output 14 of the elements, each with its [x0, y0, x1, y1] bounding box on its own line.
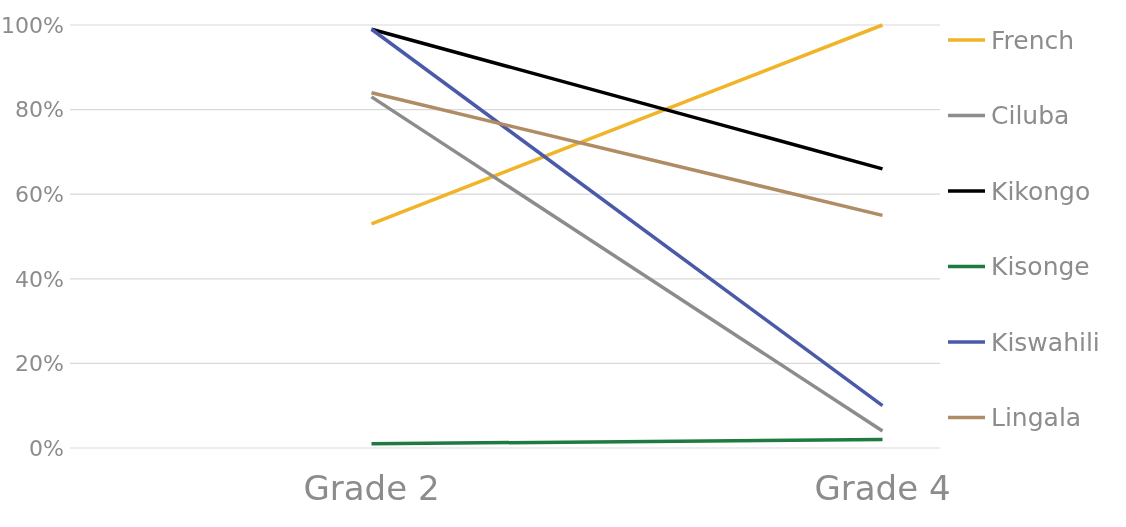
legend-label: Kisonge: [991, 252, 1090, 282]
y-tick-label: 60%: [15, 181, 64, 207]
y-tick-label: 0%: [29, 435, 64, 461]
legend-label: Kikongo: [991, 176, 1091, 206]
y-tick-label: 40%: [15, 266, 64, 292]
legend-label: Lingala: [991, 403, 1082, 433]
legend-label: Ciluba: [991, 101, 1070, 131]
legend-label: Kiswahili: [991, 327, 1100, 357]
x-tick-label: Grade 4: [814, 468, 951, 508]
y-tick-label: 100%: [1, 12, 64, 38]
legend-label: French: [991, 25, 1075, 55]
y-tick-label: 80%: [15, 97, 64, 123]
x-tick-label: Grade 2: [303, 468, 440, 508]
y-tick-label: 20%: [15, 351, 64, 377]
